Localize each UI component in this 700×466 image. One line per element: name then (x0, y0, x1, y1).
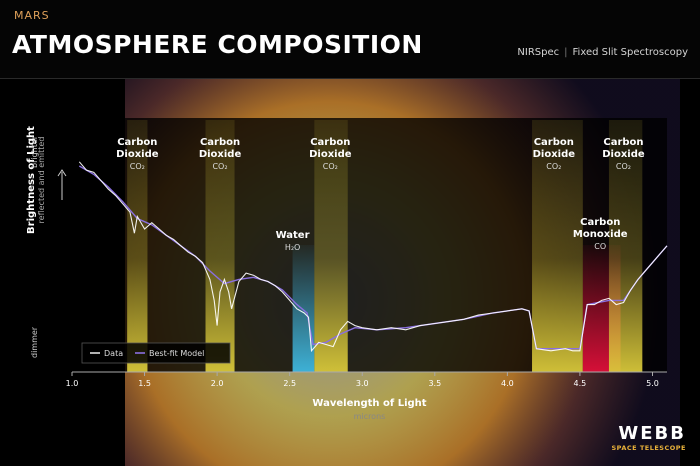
instrument-label: NIRSpec | Fixed Slit Spectroscopy (517, 47, 688, 58)
x-tick-label: 3.5 (428, 379, 441, 388)
band-label: Dioxide (602, 149, 645, 160)
band-formula: CO₂ (546, 162, 561, 171)
planet-label: MARS (14, 9, 50, 22)
band-label: Carbon (580, 217, 620, 228)
x-axis-title: Wavelength of Light (312, 398, 427, 409)
y-axis-top-label: brighter (30, 135, 39, 168)
band-label: Dioxide (309, 149, 352, 160)
page-title: ATMOSPHERE COMPOSITION (12, 30, 423, 59)
band-label: Dioxide (533, 149, 576, 160)
x-tick-label: 1.5 (138, 379, 151, 388)
data-series-line (78, 161, 668, 353)
band-formula: CO₂ (323, 162, 338, 171)
brightness-arrowhead (57, 169, 67, 177)
y-axis-title: Brightness of Light (26, 126, 37, 234)
absorption-band-co2 (532, 120, 583, 372)
y-axis-label: Brightness of Light reflected and emitte… (26, 90, 46, 270)
header-bar: MARS ATMOSPHERE COMPOSITION NIRSpec | Fixe… (0, 0, 700, 79)
instrument-divider: | (564, 47, 568, 58)
band-label: Dioxide (199, 149, 242, 160)
absorption-band-co2 (127, 120, 148, 372)
x-axis-label: Wavelength of Light microns (72, 398, 667, 421)
x-tick-label: 2.0 (211, 379, 224, 388)
y-axis-subtitle: reflected and emitted (37, 136, 46, 224)
absorption-band-water (292, 245, 315, 372)
band-formula: H₂O (285, 243, 301, 252)
x-tick-label: 1.0 (66, 379, 79, 388)
band-label: Water (276, 230, 310, 241)
legend-label-data: Data (104, 349, 123, 358)
band-formula: CO₂ (616, 162, 631, 171)
band-label: Monoxide (573, 229, 628, 240)
absorption-band-co2 (205, 120, 235, 372)
x-tick-label: 2.5 (283, 379, 296, 388)
x-tick-label: 3.0 (356, 379, 369, 388)
y-axis-bottom-label: dimmer (30, 326, 39, 358)
webb-logo: WEBB SPACE TELESCOPE (612, 423, 687, 452)
legend-label-model: Best-fit Model (149, 349, 204, 358)
x-axis-subtitle: microns (353, 412, 386, 421)
absorption-band-co2 (608, 120, 643, 372)
x-tick-label: 4.0 (501, 379, 514, 388)
band-formula: CO₂ (212, 162, 227, 171)
band-formula: CO₂ (130, 162, 145, 171)
band-label: Dioxide (116, 149, 159, 160)
logo-subtitle: SPACE TELESCOPE (611, 444, 686, 452)
band-label: Carbon (534, 137, 574, 148)
band-label: Carbon (603, 137, 643, 148)
instrument-mode: Fixed Slit Spectroscopy (572, 47, 688, 58)
band-label: Carbon (310, 137, 350, 148)
band-label: Carbon (200, 137, 240, 148)
band-label: Carbon (117, 137, 157, 148)
band-formula: CO (594, 242, 606, 251)
x-tick-label: 5.0 (646, 379, 659, 388)
instrument-name: NIRSpec (517, 47, 560, 58)
x-tick-label: 4.5 (574, 379, 587, 388)
absorption-band-co2 (314, 120, 348, 372)
legend-box (81, 342, 231, 364)
logo-name: WEBB (618, 423, 686, 444)
